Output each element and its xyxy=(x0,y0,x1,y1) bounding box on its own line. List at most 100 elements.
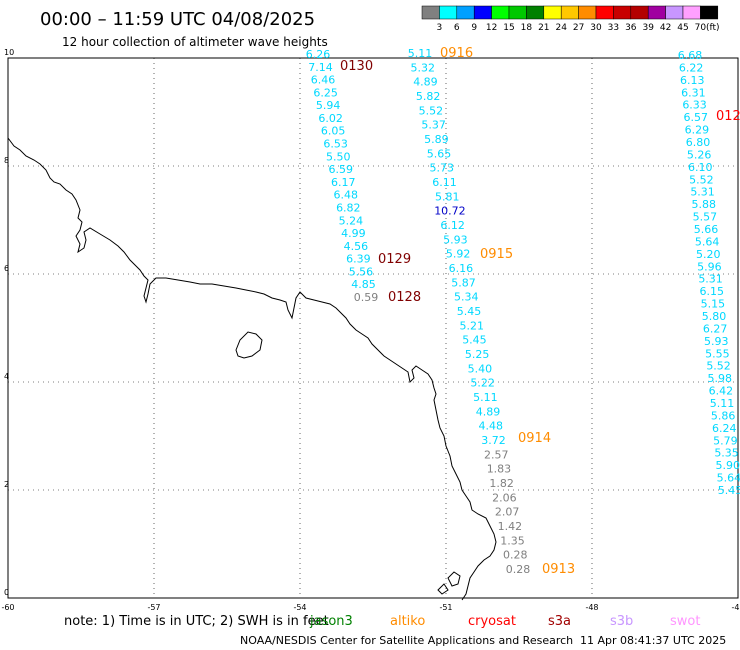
longitude-label: -48 xyxy=(585,603,598,612)
longitude-label: -51 xyxy=(439,603,452,612)
legend-swatch xyxy=(491,5,510,20)
wave-height-value: 5.66 xyxy=(694,223,719,236)
wave-height-value: 5.52 xyxy=(706,360,731,373)
wave-height-value: 5.22 xyxy=(470,377,495,390)
legend-tick-label: 12 xyxy=(486,23,497,33)
wave-height-value: 6.11 xyxy=(432,176,457,189)
legend-swatch xyxy=(508,5,527,20)
wave-height-value: 5.96 xyxy=(697,260,722,273)
wave-height-value: 5.20 xyxy=(696,248,721,261)
legend-swatch xyxy=(630,5,649,20)
pass-time-label: 0914 xyxy=(518,431,551,446)
wave-height-value: 5.79 xyxy=(713,434,738,447)
map-title: 00:00 – 11:59 UTC 04/08/2025 xyxy=(40,9,315,30)
legend-tick-label: 15 xyxy=(503,23,514,33)
wave-height-value: 6.59 xyxy=(328,163,353,176)
legend-tick-label: 36 xyxy=(625,23,637,33)
wave-height-value: 6.82 xyxy=(336,201,361,214)
wave-height-value: 7.14 xyxy=(308,61,333,74)
wave-height-value: 0.28 xyxy=(506,563,531,576)
wave-height-value: 6.33 xyxy=(682,99,707,112)
legend-swatch xyxy=(647,5,666,20)
legend-swatch xyxy=(595,5,614,20)
legend-tick-label: 18 xyxy=(521,23,533,33)
wave-height-value: 5.26 xyxy=(687,148,712,161)
longitude-label: -57 xyxy=(147,603,160,612)
wave-height-value: 6.42 xyxy=(709,385,734,398)
legend-tick-label: 30 xyxy=(590,23,602,33)
wave-height-value: 5.93 xyxy=(443,233,468,246)
wave-height-value: 5.45 xyxy=(718,484,740,497)
wave-height-value: 5.64 xyxy=(695,235,720,248)
island-outline xyxy=(235,331,263,359)
legend-swatch xyxy=(543,5,562,20)
latitude-label: 6 xyxy=(4,264,9,273)
wave-height-value: 5.32 xyxy=(410,61,435,74)
map-subtitle: 12 hour collection of altimeter wave hei… xyxy=(62,35,328,49)
wave-height-value: 6.39 xyxy=(346,253,371,266)
mission-label: jason3 xyxy=(309,614,353,629)
wave-height-value: 6.68 xyxy=(678,49,703,62)
pass-time-label: 0130 xyxy=(340,59,373,74)
wave-height-value: 5.98 xyxy=(707,372,732,385)
legend-swatch xyxy=(700,5,719,20)
wave-height-value: 5.52 xyxy=(689,173,714,186)
legend-tick-label: 70 xyxy=(695,23,707,33)
legend-tick-label: 45 xyxy=(677,23,688,33)
latitude-label: 10 xyxy=(4,48,14,57)
wave-height-value: 0.59 xyxy=(354,291,379,304)
legend-swatch xyxy=(665,5,684,20)
legend-tick-label: 24 xyxy=(555,23,567,33)
wave-height-value: 5.93 xyxy=(704,335,729,348)
legend-swatch xyxy=(526,5,545,20)
wave-height-value: 6.26 xyxy=(306,48,331,61)
wave-height-value: 5.89 xyxy=(424,133,449,146)
longitude-label: -60 xyxy=(1,603,14,612)
wave-height-value: 5.86 xyxy=(711,409,736,422)
wave-height-value: 5.11 xyxy=(473,391,498,404)
wave-height-value: 6.10 xyxy=(688,161,713,174)
legend-swatch xyxy=(473,5,492,20)
wave-height-value: 6.16 xyxy=(449,262,474,275)
wave-height-value: 1.42 xyxy=(498,520,523,533)
wave-height-value: 2.57 xyxy=(484,448,509,461)
wave-height-value: 5.87 xyxy=(451,276,476,289)
wave-height-value: 5.11 xyxy=(710,397,735,410)
wave-height-value: 6.80 xyxy=(686,136,711,149)
wave-height-value: 5.21 xyxy=(459,319,484,332)
wave-height-value: 6.22 xyxy=(679,61,704,74)
legend-tick-label: 9 xyxy=(471,23,477,33)
wave-height-value: 6.15 xyxy=(699,285,724,298)
wave-height-value: 5.35 xyxy=(714,447,739,460)
pass-time-label: 0915 xyxy=(480,247,513,262)
wave-height-value: 5.88 xyxy=(691,198,716,211)
wave-height-value: 6.05 xyxy=(321,125,346,138)
wave-height-value: 5.57 xyxy=(693,211,718,224)
latitude-label: 0 xyxy=(4,588,9,597)
wave-height-value: 5.56 xyxy=(349,265,374,278)
wave-height-value: 5.15 xyxy=(701,298,726,311)
wave-height-value: 5.50 xyxy=(326,150,351,163)
wave-height-value: 6.02 xyxy=(318,112,343,125)
legend-tick-label: 3 xyxy=(437,23,443,33)
wave-height-value: 6.25 xyxy=(313,86,338,99)
mission-label: s3a xyxy=(548,614,571,629)
mission-legend: jason3 altiko cryosat s3a s3b swot xyxy=(309,614,700,629)
wave-height-value: 4.56 xyxy=(344,240,369,253)
color-legend: 3 6 9 12 15 18 21 24 27 30 33 36 39 42 45 70 (ft) xyxy=(421,5,720,33)
wave-height-value: 6.27 xyxy=(703,322,728,335)
wave-height-value: 1.82 xyxy=(489,477,514,490)
pass-time-label: 0128 xyxy=(388,290,421,305)
plot-frame xyxy=(7,57,739,599)
wave-height-value: 5.94 xyxy=(316,99,341,112)
altimeter-tracks: 6.267.146.466.255.946.026.056.535.506.59… xyxy=(306,46,740,577)
wave-height-value: 6.17 xyxy=(331,176,356,189)
coastline xyxy=(7,137,497,601)
wave-height-value: 5.24 xyxy=(339,214,364,227)
wave-height-value: 5.45 xyxy=(457,305,482,318)
wave-height-value: 5.65 xyxy=(427,147,452,160)
mission-label: s3b xyxy=(610,614,633,629)
wave-height-value: 6.12 xyxy=(440,219,465,232)
wave-height-value: 5.73 xyxy=(430,162,455,175)
